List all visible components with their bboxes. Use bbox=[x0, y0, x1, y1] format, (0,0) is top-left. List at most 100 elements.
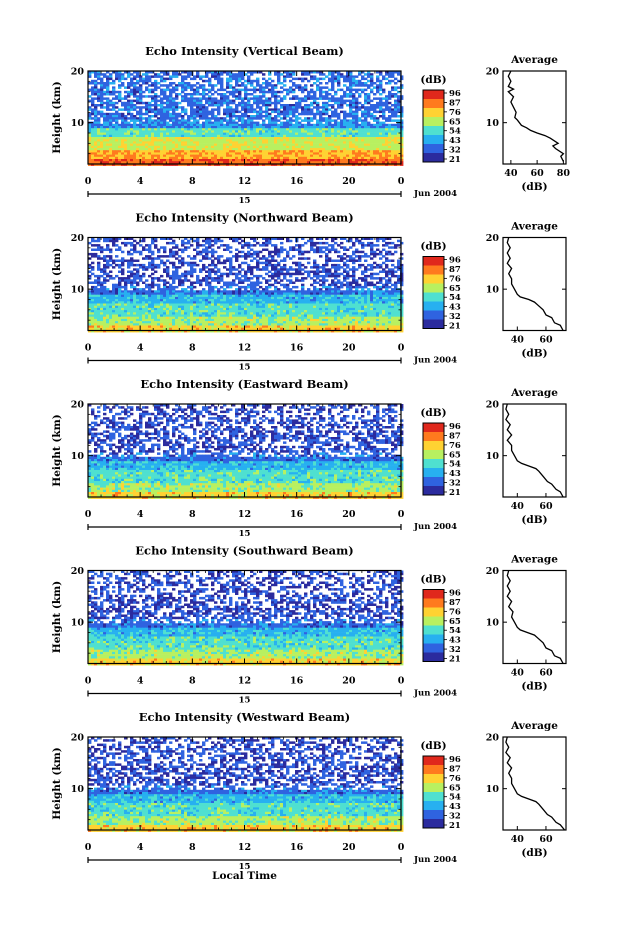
day-label: 15 bbox=[239, 529, 251, 539]
x-tick-label: 16 bbox=[290, 842, 304, 853]
x-tick-label: 12 bbox=[238, 676, 251, 687]
y-tick-label: 20 bbox=[71, 67, 85, 78]
average-title: Average bbox=[510, 554, 558, 566]
x-tick-label: 0 bbox=[85, 343, 92, 354]
average-x-tick-label: 60 bbox=[531, 168, 545, 179]
x-tick-label: 20 bbox=[342, 842, 356, 853]
average-title: Average bbox=[510, 221, 558, 233]
average-frame bbox=[502, 70, 567, 165]
x-tick-label: 4 bbox=[137, 842, 144, 853]
x-tick-label: 20 bbox=[342, 343, 356, 354]
average-y-tick-label: 10 bbox=[486, 618, 500, 629]
day-label: 15 bbox=[239, 696, 251, 706]
average-x-tick-label: 40 bbox=[511, 335, 525, 346]
x-tick-label: 4 bbox=[137, 176, 144, 187]
colorbar-tick-label: 21 bbox=[449, 655, 461, 665]
average-x-tick-label: 40 bbox=[511, 834, 525, 845]
average-title: Average bbox=[510, 54, 558, 66]
colorbar-unit: (dB) bbox=[420, 740, 446, 752]
y-axis-label: Height (km) bbox=[51, 581, 63, 653]
echo-intensity-field bbox=[88, 570, 404, 666]
panel-title: Echo Intensity (Eastward Beam) bbox=[140, 377, 348, 391]
colorbar-tick-label: 65 bbox=[449, 450, 461, 460]
x-tick-label: 4 bbox=[137, 343, 144, 354]
colorbar-tick-label: 32 bbox=[449, 812, 461, 822]
colorbar-tick-label: 65 bbox=[449, 783, 461, 793]
y-tick-label: 10 bbox=[71, 784, 85, 795]
y-tick-label: 20 bbox=[71, 400, 85, 411]
average-y-tick-label: 10 bbox=[486, 118, 500, 129]
colorbar-tick-label: 43 bbox=[449, 469, 461, 479]
average-profile-line bbox=[505, 736, 566, 831]
x-tick-label: 16 bbox=[290, 676, 304, 687]
x-tick-label: 20 bbox=[342, 176, 356, 187]
x-tick-label: 0 bbox=[85, 842, 92, 853]
average-profile-line bbox=[505, 403, 564, 498]
day-label: 15 bbox=[239, 363, 251, 373]
y-tick-label: 10 bbox=[71, 285, 85, 296]
colorbar-unit: (dB) bbox=[420, 74, 446, 86]
average-frame bbox=[502, 569, 567, 665]
date-label: Jun 2004 bbox=[413, 189, 457, 199]
y-tick-label: 10 bbox=[71, 618, 85, 629]
colorbar-tick-label: 54 bbox=[449, 127, 461, 137]
x-tick-label: 12 bbox=[238, 509, 251, 520]
colorbar-tick-label: 21 bbox=[449, 322, 461, 332]
colorbar-tick-label: 76 bbox=[449, 774, 461, 784]
colorbar-tick-label: 32 bbox=[449, 146, 461, 156]
beam-panel-2: Echo Intensity (Eastward Beam) 10 20 Height… bbox=[51, 377, 567, 539]
average-y-tick-label: 20 bbox=[486, 67, 500, 78]
x-tick-label: 12 bbox=[238, 343, 251, 354]
x-tick-label: 0 bbox=[398, 842, 405, 853]
x-tick-label: 4 bbox=[137, 509, 144, 520]
colorbar-tick-label: 65 bbox=[449, 117, 461, 127]
y-axis-label: Height (km) bbox=[51, 81, 63, 153]
average-x-tick-label: 60 bbox=[539, 335, 553, 346]
average-title: Average bbox=[510, 387, 558, 399]
date-label: Jun 2004 bbox=[413, 522, 457, 532]
colorbar-tick-label: 54 bbox=[449, 793, 461, 803]
y-tick-label: 10 bbox=[71, 451, 85, 462]
average-x-tick-label: 60 bbox=[539, 668, 553, 679]
x-tick-label: 12 bbox=[238, 176, 251, 187]
colorbar-tick-label: 43 bbox=[449, 802, 461, 812]
day-label: 15 bbox=[239, 196, 251, 206]
average-title: Average bbox=[510, 720, 558, 732]
echo-intensity-field bbox=[88, 71, 404, 166]
colorbar-tick-label: 96 bbox=[449, 422, 461, 432]
beam-panel-4: Echo Intensity (Westward Beam) 10 20 Height… bbox=[51, 710, 567, 872]
colorbar-tick-label: 76 bbox=[449, 108, 461, 118]
x-tick-label: 0 bbox=[398, 676, 405, 687]
x-tick-label: 0 bbox=[85, 676, 92, 687]
x-tick-label: 0 bbox=[398, 343, 405, 354]
colorbar-tick-label: 43 bbox=[449, 136, 461, 146]
average-y-tick-label: 10 bbox=[486, 285, 500, 296]
average-x-tick-label: 80 bbox=[557, 168, 571, 179]
x-tick-label: 8 bbox=[189, 176, 196, 187]
colorbar-tick-label: 65 bbox=[449, 284, 461, 294]
panel-title: Echo Intensity (Vertical Beam) bbox=[145, 44, 344, 58]
x-axis-label: Local Time bbox=[212, 870, 277, 882]
average-x-label: (dB) bbox=[521, 514, 547, 526]
x-tick-label: 16 bbox=[290, 343, 304, 354]
colorbar-tick-label: 96 bbox=[449, 89, 461, 99]
y-axis-label: Height (km) bbox=[51, 414, 63, 486]
y-tick-label: 20 bbox=[71, 566, 85, 577]
colorbar-tick-label: 87 bbox=[449, 98, 461, 108]
y-axis-label: Height (km) bbox=[51, 248, 63, 320]
colorbar-tick-label: 54 bbox=[449, 460, 461, 470]
x-tick-label: 8 bbox=[189, 842, 196, 853]
average-y-tick-label: 10 bbox=[486, 784, 500, 795]
colorbar-tick-label: 21 bbox=[449, 488, 461, 498]
date-label: Jun 2004 bbox=[413, 356, 457, 366]
average-x-label: (dB) bbox=[521, 847, 547, 859]
date-label: Jun 2004 bbox=[413, 689, 457, 699]
echo-intensity-field bbox=[88, 237, 404, 333]
average-y-tick-label: 20 bbox=[486, 400, 500, 411]
